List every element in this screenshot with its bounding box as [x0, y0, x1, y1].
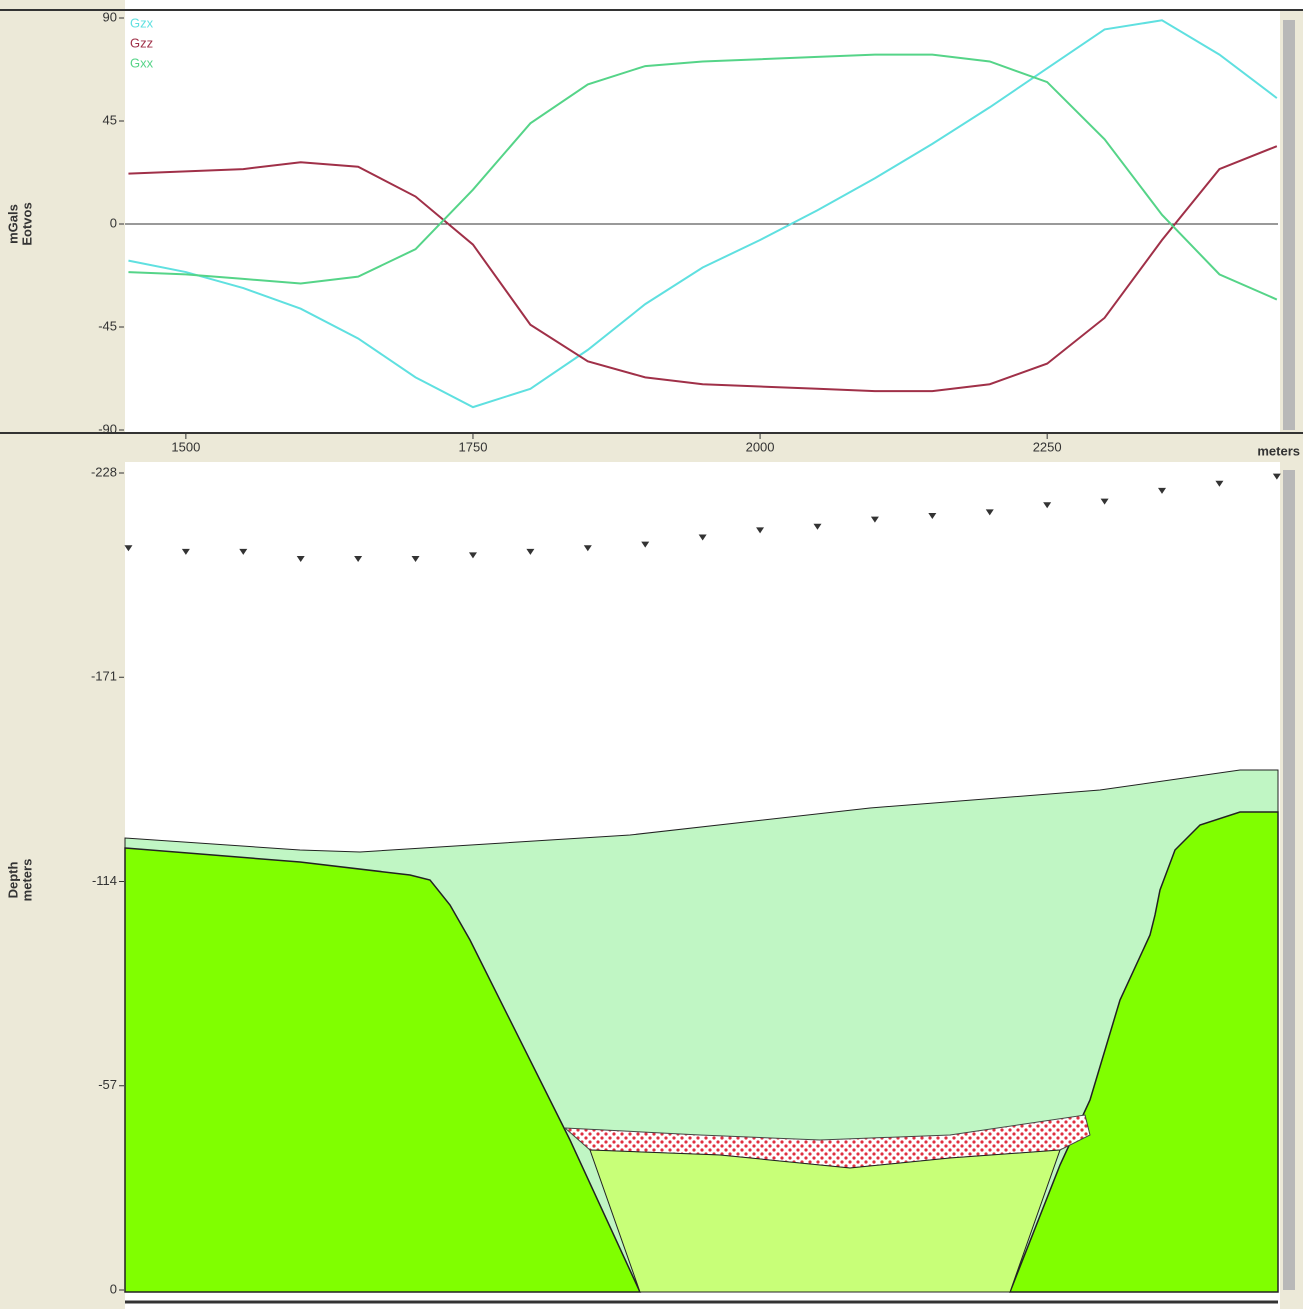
station-marker — [1043, 502, 1051, 508]
station-marker — [1158, 488, 1166, 494]
x-tick-label: 2000 — [746, 439, 775, 454]
data-line — [128, 20, 1276, 407]
station-marker — [526, 549, 534, 555]
page: {"chart_data": [ {"type": "line", "ylabe… — [0, 0, 1303, 1309]
station-marker — [986, 509, 994, 515]
station-marker — [641, 542, 649, 548]
y-tick-label: -228 — [91, 464, 117, 479]
station-marker — [871, 517, 879, 523]
station-marker — [584, 545, 592, 551]
y-tick-label: -45 — [98, 318, 117, 333]
y-tick-label: -90 — [98, 421, 117, 436]
station-marker — [1215, 481, 1223, 487]
legend-label: Gzz — [130, 35, 153, 50]
legend-label: Gxx — [130, 55, 154, 70]
x-axis-label: meters — [1257, 443, 1300, 458]
y-tick-label: 0 — [110, 1281, 117, 1296]
station-marker — [239, 549, 247, 555]
station-marker — [1101, 499, 1109, 505]
station-marker — [756, 527, 764, 533]
x-tick-label: 1500 — [171, 439, 200, 454]
station-marker — [124, 545, 132, 551]
station-marker — [354, 556, 362, 562]
scrollbar-thumb[interactable] — [1283, 20, 1295, 430]
y-axis-label: Depth — [5, 862, 20, 899]
y-tick-label: 0 — [110, 215, 117, 230]
y-tick-label: 45 — [103, 112, 117, 127]
left-gutter — [0, 0, 125, 1309]
station-marker — [928, 513, 936, 519]
y-axis-label: meters — [19, 859, 34, 902]
x-tick-label: 1750 — [459, 439, 488, 454]
y-axis-label: mGals — [5, 204, 20, 244]
station-marker — [813, 524, 821, 530]
station-marker — [1273, 474, 1281, 480]
y-tick-label: -171 — [91, 669, 117, 684]
lower-body[interactable] — [590, 1150, 1060, 1292]
station-marker — [412, 556, 420, 562]
scrollbar-thumb[interactable] — [1283, 470, 1295, 1290]
station-marker — [469, 552, 477, 558]
x-tick-label: 2250 — [1033, 439, 1062, 454]
y-tick-label: 90 — [103, 9, 117, 24]
legend-label: Gzx — [130, 15, 154, 30]
station-marker — [182, 549, 190, 555]
data-line — [128, 55, 1276, 300]
station-marker — [699, 535, 707, 541]
y-axis-label: Eotvos — [19, 202, 34, 245]
y-tick-label: -114 — [92, 873, 117, 888]
y-tick-label: -57 — [98, 1077, 117, 1092]
station-marker — [297, 556, 305, 562]
app-window: 90 45 0 -45 -90 mGalsEotvos 1500 1750 2000 2250 me… — [0, 0, 1303, 1309]
